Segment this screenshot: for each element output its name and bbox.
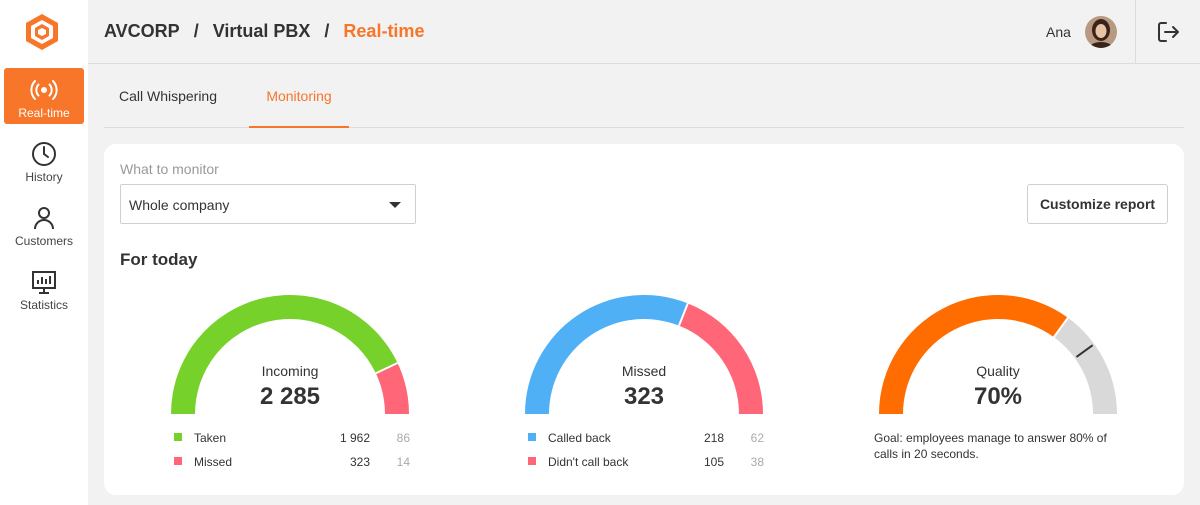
gauge-segment-taken xyxy=(171,295,398,414)
legend-name: Missed xyxy=(194,455,233,469)
monitor-chart-icon xyxy=(32,271,56,294)
sidebar-item-label: Customers xyxy=(14,234,73,248)
sidebar-item-customers[interactable]: Customers xyxy=(4,196,84,252)
avatar[interactable] xyxy=(1085,16,1117,48)
legend-row: Missed 323 14 xyxy=(170,455,410,479)
breadcrumb: AVCORP / Virtual PBX / Real-time xyxy=(104,21,424,42)
legend-swatch xyxy=(528,433,536,441)
breadcrumb-virtual-pbx[interactable]: Virtual PBX xyxy=(212,21,311,41)
legend-value: 218 xyxy=(703,431,724,445)
gauge-segment-called-back xyxy=(525,295,688,414)
incoming-legend: Taken 1 962 86 Missed 323 14 xyxy=(170,431,410,479)
breadcrumb-separator: / xyxy=(193,21,199,41)
customize-report-button[interactable]: Customize report xyxy=(1027,184,1168,224)
legend-value: 323 xyxy=(349,455,370,469)
tab-call-whispering[interactable]: Call Whispering xyxy=(118,88,218,104)
monitor-select-value: Whole company xyxy=(129,197,230,213)
tab-bar: Call Whispering Monitoring xyxy=(104,64,1184,128)
legend-name: Called back xyxy=(548,431,611,445)
breadcrumb-separator: / xyxy=(324,21,330,41)
quality-gauge: Quality 70% xyxy=(878,294,1118,414)
incoming-gauge-chart xyxy=(171,295,409,414)
legend-name: Didn't call back xyxy=(548,455,629,469)
monitor-select[interactable]: Whole company xyxy=(120,184,416,224)
monitoring-card: What to monitor Whole company Customize … xyxy=(104,144,1184,495)
legend-swatch xyxy=(174,433,182,441)
legend-value: 1 962 xyxy=(339,431,370,445)
sidebar-item-label: Statistics xyxy=(19,298,68,312)
incoming-gauge: Incoming 2 285 xyxy=(170,294,410,414)
logout-icon[interactable] xyxy=(1155,19,1181,45)
legend-percent: 62 xyxy=(750,431,764,445)
gauge-title: Quality xyxy=(976,363,1020,379)
header-divider xyxy=(1135,0,1136,63)
person-icon xyxy=(34,207,54,230)
missed-gauge-chart xyxy=(525,295,763,414)
user-name: Ana xyxy=(1046,24,1071,40)
legend-row: Called back 218 62 xyxy=(524,431,764,455)
broadcast-icon xyxy=(30,80,58,100)
sidebar-item-history[interactable]: History xyxy=(4,132,84,188)
caret-down-icon xyxy=(389,202,401,208)
quality-gauge-chart xyxy=(879,295,1117,414)
gauge-title: Incoming xyxy=(261,363,319,379)
sidebar-item-label: Real-time xyxy=(18,106,70,120)
cube-logo-icon[interactable] xyxy=(22,12,62,52)
gauge-segment-divider xyxy=(375,362,398,375)
legend-name: Taken xyxy=(194,431,227,445)
missed-gauge: Missed 323 xyxy=(524,294,764,414)
legend-percent: 86 xyxy=(396,431,410,445)
section-title: For today xyxy=(120,250,198,269)
legend-row: Didn't call back 105 38 xyxy=(524,455,764,479)
missed-legend: Called back 218 62 Didn't call back 105 … xyxy=(524,431,764,479)
gauge-segment-remaining xyxy=(1053,317,1117,414)
gauge-value: 323 xyxy=(623,383,665,410)
legend-value: 105 xyxy=(703,455,724,469)
monitor-label: What to monitor xyxy=(120,161,219,177)
sidebar-item-statistics[interactable]: Statistics xyxy=(4,260,84,316)
legend-percent: 14 xyxy=(396,455,410,469)
goal-note: Goal: employees manage to answer 80% of … xyxy=(874,431,1107,461)
breadcrumb-company[interactable]: AVCORP xyxy=(104,21,180,41)
goal-marker xyxy=(1075,344,1094,358)
sidebar: Real-time History Customers Statistics xyxy=(0,0,88,505)
gauge-segment-quality xyxy=(879,295,1068,414)
gauge-segment-didn-t-call-back xyxy=(678,303,763,414)
sidebar-item-label: History xyxy=(25,170,63,184)
legend-swatch xyxy=(528,457,536,465)
header: AVCORP / Virtual PBX / Real-time Ana xyxy=(88,0,1200,64)
sidebar-item-real-time[interactable]: Real-time xyxy=(4,68,84,124)
gauge-title: Missed xyxy=(621,363,667,379)
tab-monitoring[interactable]: Monitoring xyxy=(249,64,349,128)
legend-swatch xyxy=(174,457,182,465)
breadcrumb-current: Real-time xyxy=(343,21,425,41)
gauge-value: 2 285 xyxy=(259,383,321,410)
gauge-segment-missed xyxy=(375,362,409,414)
gauge-value: 70% xyxy=(973,383,1023,410)
legend-percent: 38 xyxy=(750,455,764,469)
clock-icon xyxy=(32,142,56,166)
gauge-segment-divider xyxy=(1053,317,1069,338)
gauge-segment-divider xyxy=(678,302,689,327)
legend-row: Taken 1 962 86 xyxy=(170,431,410,455)
